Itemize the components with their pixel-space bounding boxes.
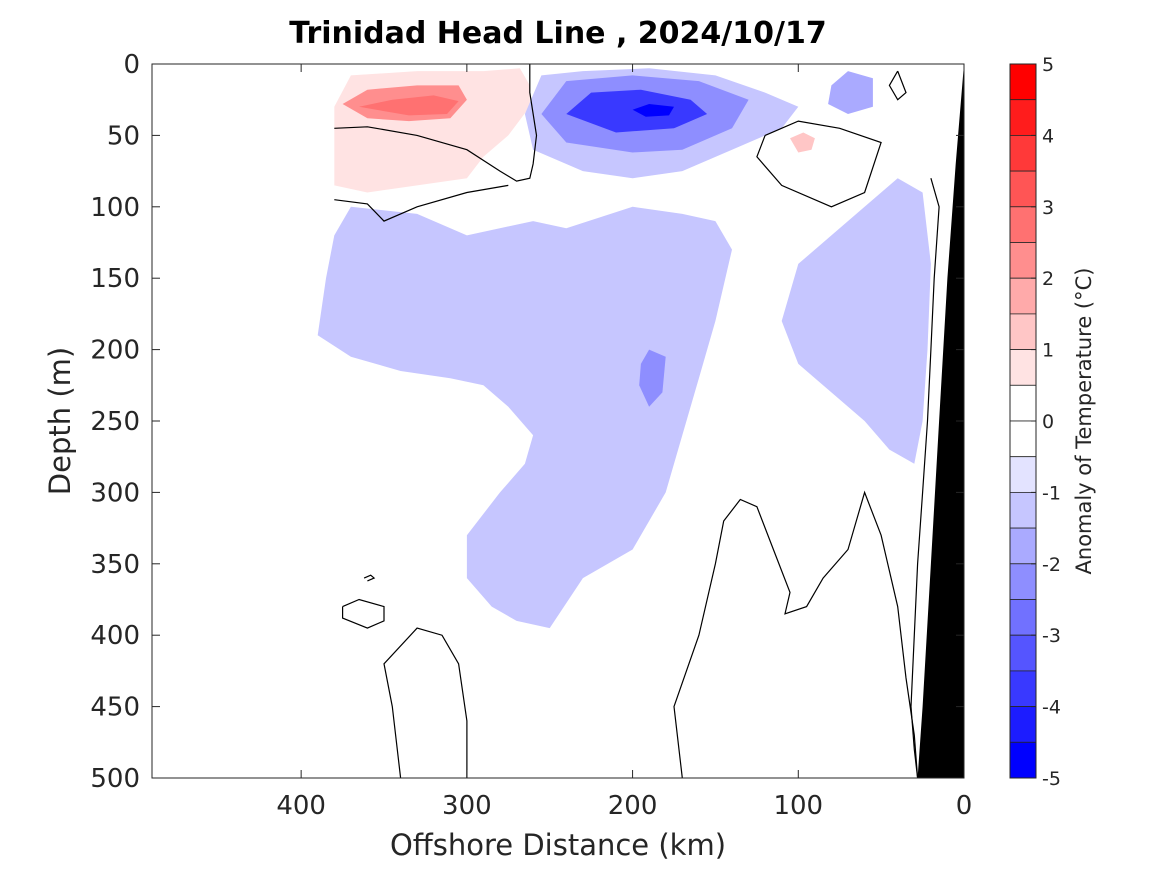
y-tick-label: 450 [90, 693, 140, 723]
colorbar-tick-label: 0 [1042, 411, 1054, 433]
x-tick-label: 200 [608, 791, 658, 821]
anomaly-region-cool-deep-tongue [317, 206, 732, 629]
y-tick-label: 150 [90, 264, 140, 294]
contour-surface-west [334, 64, 538, 182]
anomaly-region-cool-patch-190km [639, 349, 666, 407]
y-tick-label: 300 [90, 478, 140, 508]
x-axis-label: Offshore Distance (km) [389, 828, 727, 862]
colorbar-segment [1009, 599, 1037, 636]
x-tick-label: 100 [773, 791, 823, 821]
colorbar-segment [1009, 206, 1037, 243]
colorbar-segment [1009, 349, 1037, 386]
colorbar-segment [1009, 242, 1037, 279]
colorbar-segment [1009, 277, 1037, 315]
colorbar-segment [1009, 384, 1037, 422]
colorbar-segment [1009, 706, 1037, 743]
contour-tiny-loop-360km [363, 574, 376, 582]
y-tick-label: 250 [90, 407, 140, 437]
contour-surface-west-2 [334, 184, 509, 222]
y-tick-label: 50 [107, 121, 140, 151]
contour-deep-tongue-150km [673, 490, 919, 779]
x-tick-label: 400 [276, 791, 326, 821]
y-tick-label: 400 [90, 621, 140, 651]
colorbar-segment [1009, 491, 1037, 529]
contour-small-loop-360km [342, 598, 385, 629]
colorbar-segment [1009, 170, 1037, 208]
y-tick-label: 200 [90, 336, 140, 366]
colorbar-segment [1009, 313, 1037, 350]
shelf-slope-bathymetry [917, 64, 964, 778]
chart-title: Trinidad Head Line , 2024/10/17 [289, 16, 827, 51]
anomaly-region-cool-patch-70km [828, 71, 873, 114]
anomaly-region-warm-spot-100km [790, 132, 815, 153]
colorbar-tick-label: 4 [1042, 125, 1054, 147]
y-tick-label: 0 [123, 50, 140, 80]
colorbar-tick-label: -1 [1042, 482, 1061, 504]
y-tick-label: 500 [90, 764, 140, 794]
anomaly-region-warm-core-inner [359, 95, 459, 116]
anomaly-region-cool-east-slope [781, 178, 931, 464]
colorbar-tick-label: -5 [1042, 768, 1061, 790]
colorbar-tick-label: 2 [1042, 268, 1054, 290]
colorbar: 5 4 3 2 1 0 -1 -2 -3 -4 -5 [1009, 54, 1061, 790]
x-tick-label: 300 [442, 791, 492, 821]
x-tick-label: 0 [956, 791, 973, 821]
colorbar-tick-label: 1 [1042, 340, 1054, 362]
contour-slope-east [910, 178, 940, 779]
colorbar-segment [1009, 420, 1037, 458]
colorbar-tick-label: -4 [1042, 697, 1061, 719]
colorbar-segment [1009, 634, 1037, 672]
colorbar-segment [1009, 134, 1037, 172]
contour-small-loop-40km [888, 70, 907, 101]
colorbar-segment [1009, 63, 1037, 101]
colorbar-segment [1009, 456, 1037, 493]
colorbar-tick-label: 3 [1042, 197, 1054, 219]
contour-deep-330km [383, 627, 468, 779]
colorbar-segment [1009, 670, 1037, 708]
colorbar-segment [1009, 527, 1037, 565]
colorbar-segment [1009, 99, 1037, 136]
anomaly-region-cool-surface-peak [632, 104, 674, 117]
contour-loop-100km [756, 120, 882, 208]
colorbar-tick-label: 5 [1042, 54, 1054, 76]
colorbar-segment [1009, 741, 1037, 779]
axes: 400 300 200 100 0 0 50 100 150 200 250 300 350 400 450… [90, 50, 972, 821]
y-tick-label: 100 [90, 193, 140, 223]
colorbar-tick-label: -3 [1042, 625, 1061, 647]
y-tick-label: 350 [90, 550, 140, 580]
colorbar-tick-label: -2 [1042, 554, 1061, 576]
plot-area [152, 64, 964, 779]
colorbar-segment [1009, 563, 1037, 600]
